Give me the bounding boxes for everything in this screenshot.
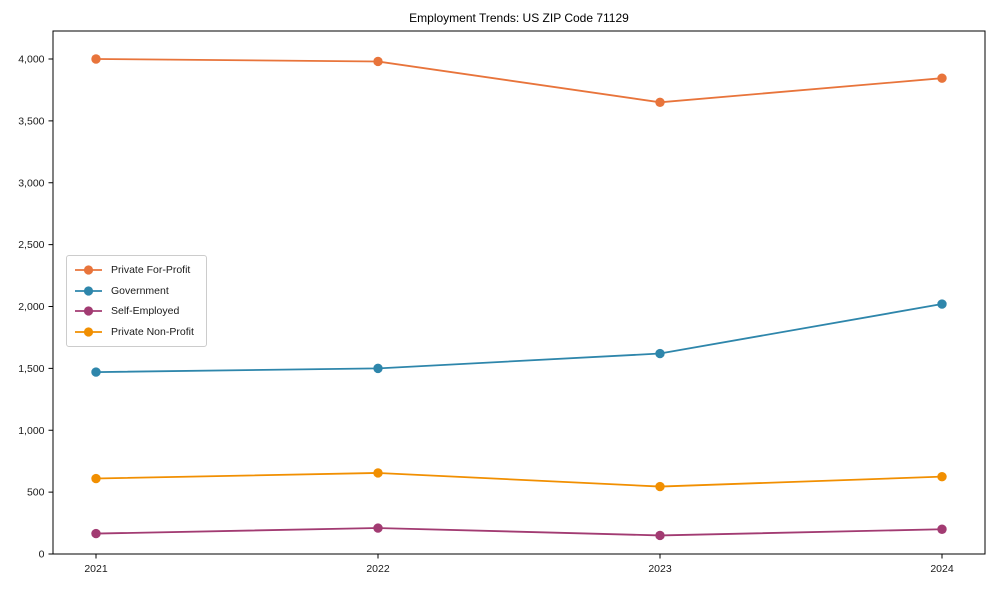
data-point-marker (937, 299, 947, 309)
y-tick-label: 0 (39, 549, 45, 561)
y-tick-label: 3,000 (18, 177, 44, 189)
legend-line-marker-icon (75, 265, 102, 275)
legend-item: Self-Employed (75, 302, 194, 321)
y-tick-label: 2,000 (18, 301, 44, 313)
y-tick-label: 4,000 (18, 54, 44, 66)
legend-label: Government (111, 284, 169, 297)
data-point-marker (937, 524, 947, 534)
legend-line-marker-icon (75, 327, 102, 337)
x-tick-label: 2023 (648, 563, 672, 575)
series-line (95, 303, 943, 373)
series-line (95, 527, 943, 537)
data-point-marker (373, 56, 383, 67)
data-point-marker (655, 530, 665, 541)
y-tick-label: 1,000 (18, 425, 44, 437)
data-point-marker (655, 97, 665, 108)
plot-frame (52, 30, 986, 555)
data-point-marker (91, 473, 101, 484)
chart-title: Employment Trends: US ZIP Code 71129 (409, 11, 629, 25)
legend-item: Private Non-Profit (75, 323, 194, 342)
y-tick-label: 3,500 (18, 115, 44, 127)
y-tick-label: 1,500 (18, 363, 44, 375)
data-point-marker (655, 481, 665, 492)
x-tick-label: 2022 (366, 563, 390, 575)
legend-label: Private Non-Profit (111, 325, 194, 338)
data-point-marker (373, 523, 383, 533)
legend: Private For-Profit Government Self-Employe… (66, 255, 207, 347)
legend-label: Private For-Profit (111, 264, 191, 277)
data-point-marker (91, 54, 101, 64)
data-point-marker (373, 363, 383, 374)
legend-label: Self-Employed (111, 305, 180, 318)
legend-item: Private For-Profit (75, 261, 194, 280)
data-point-marker (91, 528, 101, 539)
x-tick-label: 2021 (84, 563, 108, 575)
y-tick-label: 2,500 (18, 239, 44, 251)
series-line (95, 58, 943, 104)
data-point-marker (937, 73, 947, 83)
data-point-marker (91, 367, 101, 377)
legend-line-marker-icon (75, 286, 102, 296)
series-line (95, 472, 943, 488)
data-point-marker (373, 468, 383, 478)
data-point-marker (937, 471, 947, 482)
y-tick-label: 500 (27, 487, 45, 499)
data-point-marker (655, 348, 665, 359)
legend-line-marker-icon (75, 306, 102, 316)
x-tick-label: 2024 (930, 563, 954, 575)
legend-item: Government (75, 282, 194, 301)
